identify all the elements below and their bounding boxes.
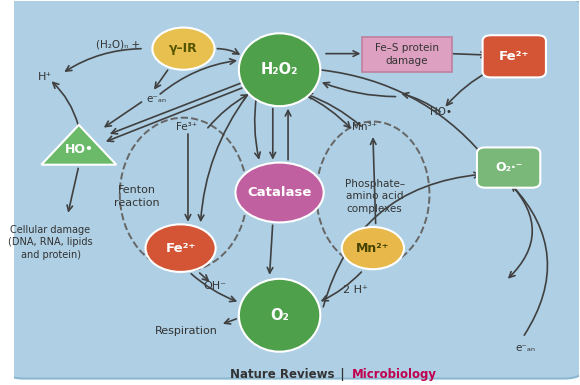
FancyArrowPatch shape — [67, 168, 78, 211]
Text: Fe²⁺: Fe²⁺ — [499, 50, 530, 63]
Text: Catalase: Catalase — [248, 186, 312, 199]
Text: H₂O₂: H₂O₂ — [261, 62, 298, 77]
Text: e⁻ₐₙ: e⁻ₐₙ — [516, 343, 535, 353]
Text: Mn³⁺: Mn³⁺ — [352, 122, 377, 132]
Text: Nature Reviews |: Nature Reviews | — [230, 368, 350, 381]
Text: Cellular damage
(DNA, RNA, lipids
and protein): Cellular damage (DNA, RNA, lipids and pr… — [8, 225, 93, 260]
Text: Mn²⁺: Mn²⁺ — [356, 242, 390, 254]
Ellipse shape — [342, 227, 404, 269]
FancyArrowPatch shape — [218, 49, 239, 54]
FancyArrowPatch shape — [307, 94, 361, 126]
FancyArrowPatch shape — [285, 110, 291, 160]
Text: 2 H⁺: 2 H⁺ — [343, 285, 368, 295]
Text: O₂: O₂ — [270, 308, 289, 323]
Ellipse shape — [239, 33, 320, 106]
Text: OH⁻: OH⁻ — [203, 281, 226, 291]
Text: O₂·⁻: O₂·⁻ — [495, 161, 523, 174]
Text: Fe–S protein
damage: Fe–S protein damage — [375, 43, 439, 65]
FancyArrowPatch shape — [191, 274, 235, 301]
Text: HO•: HO• — [64, 142, 93, 156]
FancyBboxPatch shape — [477, 147, 541, 188]
Text: Microbiology: Microbiology — [352, 368, 437, 381]
FancyBboxPatch shape — [361, 37, 452, 72]
FancyArrowPatch shape — [160, 59, 235, 94]
Ellipse shape — [235, 162, 324, 223]
Ellipse shape — [239, 279, 320, 352]
FancyArrowPatch shape — [512, 185, 548, 335]
Text: Fenton
reaction: Fenton reaction — [114, 185, 160, 208]
FancyArrowPatch shape — [106, 102, 142, 127]
Polygon shape — [41, 125, 117, 165]
Text: H⁺: H⁺ — [38, 72, 52, 82]
Ellipse shape — [146, 224, 216, 272]
FancyArrowPatch shape — [371, 139, 376, 223]
Text: (H₂O)ₙ +: (H₂O)ₙ + — [96, 40, 140, 50]
FancyArrowPatch shape — [185, 134, 191, 220]
FancyBboxPatch shape — [483, 35, 546, 77]
FancyArrowPatch shape — [403, 93, 440, 112]
Text: e⁻ₐₙ: e⁻ₐₙ — [147, 94, 166, 104]
FancyArrowPatch shape — [447, 71, 489, 105]
FancyArrowPatch shape — [304, 95, 350, 128]
FancyArrowPatch shape — [224, 319, 236, 324]
FancyArrowPatch shape — [255, 95, 260, 158]
FancyArrowPatch shape — [267, 225, 273, 273]
FancyArrowPatch shape — [453, 52, 487, 58]
FancyArrowPatch shape — [111, 82, 243, 134]
FancyArrowPatch shape — [509, 184, 532, 278]
FancyArrowPatch shape — [66, 49, 141, 71]
FancyArrowPatch shape — [53, 82, 78, 125]
Text: Fe²⁺: Fe²⁺ — [165, 242, 196, 254]
FancyArrowPatch shape — [326, 51, 358, 57]
FancyArrowPatch shape — [200, 273, 208, 281]
Text: Fe³⁺: Fe³⁺ — [176, 122, 197, 132]
FancyArrowPatch shape — [322, 272, 361, 301]
FancyArrowPatch shape — [270, 109, 276, 158]
Text: Respiration: Respiration — [155, 326, 218, 336]
FancyArrowPatch shape — [323, 172, 480, 307]
FancyArrowPatch shape — [198, 96, 247, 221]
FancyArrowPatch shape — [155, 70, 168, 88]
Ellipse shape — [153, 28, 215, 70]
Text: γ–IR: γ–IR — [169, 42, 198, 55]
FancyArrowPatch shape — [324, 82, 396, 97]
FancyArrowPatch shape — [322, 70, 483, 155]
FancyArrowPatch shape — [107, 88, 242, 141]
FancyArrowPatch shape — [208, 95, 247, 128]
Text: Phosphate–
amino acid
complexes: Phosphate– amino acid complexes — [345, 179, 405, 214]
Text: HO•: HO• — [430, 107, 452, 117]
